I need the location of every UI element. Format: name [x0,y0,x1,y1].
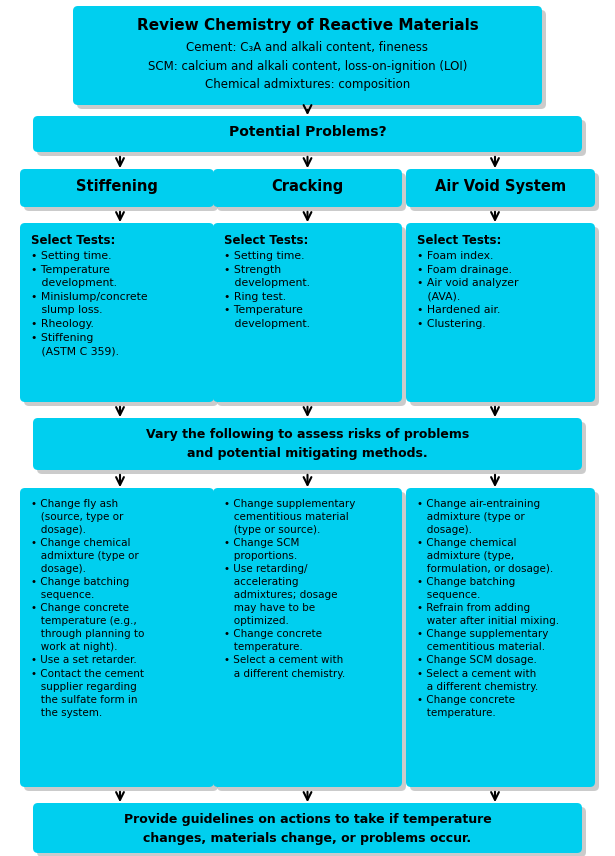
FancyBboxPatch shape [20,488,214,787]
FancyBboxPatch shape [33,418,582,470]
Text: Review Chemistry of Reactive Materials: Review Chemistry of Reactive Materials [137,18,478,33]
FancyBboxPatch shape [217,173,406,211]
FancyBboxPatch shape [37,422,586,474]
Text: Select Tests:: Select Tests: [224,234,308,247]
Text: • Setting time.
• Temperature
   development.
• Minislump/concrete
   slump loss: • Setting time. • Temperature developmen… [31,251,148,356]
Text: Provide guidelines on actions to take if temperature
changes, materials change, : Provide guidelines on actions to take if… [124,813,491,845]
FancyBboxPatch shape [406,223,595,402]
FancyBboxPatch shape [217,227,406,406]
FancyBboxPatch shape [33,116,582,152]
FancyBboxPatch shape [24,173,218,211]
Text: • Change fly ash
   (source, type or
   dosage).
• Change chemical
   admixture : • Change fly ash (source, type or dosage… [31,499,145,717]
FancyBboxPatch shape [217,492,406,791]
FancyBboxPatch shape [213,169,402,207]
Text: Chemical admixtures: composition: Chemical admixtures: composition [205,78,410,91]
Text: Cement: C₃A and alkali content, fineness: Cement: C₃A and alkali content, fineness [186,41,429,54]
Text: Select Tests:: Select Tests: [417,234,501,247]
FancyBboxPatch shape [77,10,546,109]
Text: • Change air-entraining
   admixture (type or
   dosage).
• Change chemical
   a: • Change air-entraining admixture (type … [417,499,559,717]
FancyBboxPatch shape [406,169,595,207]
Text: Select Tests:: Select Tests: [31,234,116,247]
FancyBboxPatch shape [410,492,599,791]
FancyBboxPatch shape [73,6,542,105]
Text: Potential Problems?: Potential Problems? [229,125,386,139]
Text: • Change supplementary
   cementitious material
   (type or source).
• Change SC: • Change supplementary cementitious mate… [224,499,355,679]
Text: SCM: calcium and alkali content, loss-on-ignition (LOI): SCM: calcium and alkali content, loss-on… [148,60,467,73]
FancyBboxPatch shape [20,223,214,402]
Text: • Foam index.
• Foam drainage.
• Air void analyzer
   (AVA).
• Hardened air.
• C: • Foam index. • Foam drainage. • Air voi… [417,251,518,329]
FancyBboxPatch shape [24,227,218,406]
FancyBboxPatch shape [37,120,586,156]
Text: • Setting time.
• Strength
   development.
• Ring test.
• Temperature
   develop: • Setting time. • Strength development. … [224,251,310,329]
Text: Stiffening: Stiffening [76,179,158,194]
FancyBboxPatch shape [37,807,586,856]
Text: Air Void System: Air Void System [435,179,566,194]
Text: Cracking: Cracking [271,179,344,194]
FancyBboxPatch shape [213,488,402,787]
FancyBboxPatch shape [24,492,218,791]
FancyBboxPatch shape [213,223,402,402]
FancyBboxPatch shape [20,169,214,207]
Text: Vary the following to assess risks of problems
and potential mitigating methods.: Vary the following to assess risks of pr… [146,428,469,460]
FancyBboxPatch shape [406,488,595,787]
FancyBboxPatch shape [33,803,582,853]
FancyBboxPatch shape [410,173,599,211]
FancyBboxPatch shape [410,227,599,406]
